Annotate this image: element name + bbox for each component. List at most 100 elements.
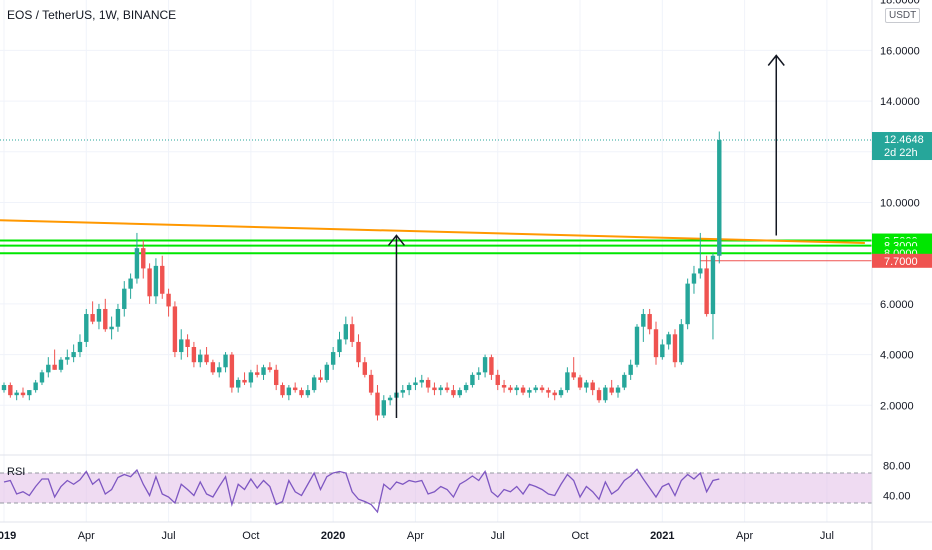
arrow-head[interactable] bbox=[767, 54, 785, 66]
candle-body bbox=[198, 354, 203, 363]
rsi-band bbox=[0, 472, 872, 504]
candle-body bbox=[660, 344, 665, 358]
candle-body bbox=[362, 362, 368, 375]
time-tick-label: Apr bbox=[407, 530, 424, 542]
candle-body bbox=[672, 334, 678, 363]
price-badge bbox=[872, 132, 932, 161]
candle-body bbox=[438, 387, 443, 391]
candle-body bbox=[520, 387, 526, 393]
candle-body bbox=[242, 379, 247, 383]
candle-body bbox=[470, 374, 475, 386]
candle-body bbox=[634, 326, 640, 365]
time-axis[interactable]: 2019 Apr Jul Oct 2020 Apr Jul Oct 2021 Apr Jul bbox=[0, 530, 834, 542]
price-tick-label: 2.0000 bbox=[880, 400, 914, 412]
candle-body bbox=[514, 387, 519, 391]
price-tick-label: 18.0000 bbox=[880, 0, 920, 7]
candle-body bbox=[628, 364, 633, 375]
rsi-line bbox=[3, 468, 720, 514]
candle-body bbox=[419, 379, 424, 383]
price-badge-countdown: 2d 22h bbox=[884, 147, 918, 159]
candle-body bbox=[223, 354, 228, 368]
candle-body bbox=[495, 374, 500, 386]
candle-body bbox=[337, 339, 342, 353]
candle-body bbox=[65, 357, 70, 360]
price-tick-label: 14.0000 bbox=[880, 96, 920, 108]
candle-body bbox=[1, 385, 7, 391]
candle-body bbox=[451, 390, 456, 396]
candle-body bbox=[356, 341, 361, 363]
candle-body bbox=[84, 314, 89, 342]
candle-body bbox=[704, 268, 709, 315]
candle-body bbox=[273, 369, 279, 386]
candle-body bbox=[666, 334, 671, 345]
candle-body bbox=[558, 390, 564, 396]
candle-body bbox=[255, 372, 260, 375]
price-tick-label: 10.0000 bbox=[880, 198, 920, 210]
time-tick-label: 2019 bbox=[0, 530, 16, 542]
arrow-annotations[interactable] bbox=[387, 54, 785, 418]
rsi-tick-label: 80.00 bbox=[883, 461, 911, 473]
candle-body bbox=[596, 390, 602, 401]
candle-body bbox=[698, 268, 703, 274]
rsi-tick-label: 40.00 bbox=[883, 491, 911, 503]
candle-body bbox=[647, 314, 652, 330]
candle-body bbox=[324, 364, 330, 380]
price-badge bbox=[872, 253, 932, 268]
time-tick-label: Jul bbox=[491, 530, 505, 542]
candle-body bbox=[27, 390, 32, 396]
candle-body bbox=[482, 357, 488, 373]
candle-body bbox=[229, 354, 235, 388]
candle-body bbox=[115, 308, 121, 327]
candle-body bbox=[508, 387, 513, 391]
candle-body bbox=[375, 392, 380, 416]
candle-body bbox=[299, 390, 304, 396]
candle-body bbox=[349, 324, 355, 342]
candle-body bbox=[217, 367, 222, 373]
candle-body bbox=[609, 387, 614, 393]
candle-body bbox=[39, 372, 45, 383]
candle-body bbox=[122, 288, 127, 309]
candle-body bbox=[280, 385, 285, 396]
candle-body bbox=[311, 377, 317, 391]
candle-body bbox=[552, 392, 557, 396]
candle-body bbox=[615, 387, 621, 393]
candle-body bbox=[172, 306, 178, 353]
candle-body bbox=[685, 283, 690, 325]
candle-body bbox=[590, 382, 595, 391]
candle-body bbox=[584, 382, 589, 388]
candle-body bbox=[413, 382, 418, 386]
candle-body bbox=[457, 390, 462, 396]
candle-body bbox=[261, 367, 266, 375]
rsi-band-fill bbox=[0, 473, 872, 503]
time-tick-label: Apr bbox=[78, 530, 95, 542]
candle-body bbox=[381, 400, 386, 416]
candle-body bbox=[166, 293, 171, 307]
candle-body bbox=[33, 382, 38, 391]
candles bbox=[1, 131, 722, 421]
candle-body bbox=[343, 324, 349, 340]
candle-body bbox=[463, 385, 469, 391]
candle-body bbox=[710, 255, 716, 315]
candle-body bbox=[622, 374, 627, 388]
candle-body bbox=[141, 248, 146, 269]
candle-body bbox=[400, 390, 405, 393]
candle-body bbox=[179, 339, 184, 353]
arrow-head[interactable] bbox=[387, 234, 406, 246]
candle-body bbox=[330, 352, 336, 365]
candle-body bbox=[160, 265, 165, 294]
price-badge-label: 7.7000 bbox=[884, 256, 918, 268]
currency-unit-button[interactable]: USDT bbox=[885, 8, 921, 23]
candle-body bbox=[653, 329, 659, 358]
time-tick-label: 2020 bbox=[321, 530, 345, 542]
candle-body bbox=[46, 364, 51, 373]
candle-body bbox=[565, 372, 570, 391]
candle-body bbox=[501, 385, 507, 388]
rsi-label: RSI bbox=[7, 466, 25, 478]
time-tick-label: Jul bbox=[162, 530, 176, 542]
candle-body bbox=[406, 385, 412, 391]
candle-body bbox=[248, 372, 254, 383]
candle-body bbox=[444, 387, 450, 391]
candle-body bbox=[204, 354, 209, 363]
